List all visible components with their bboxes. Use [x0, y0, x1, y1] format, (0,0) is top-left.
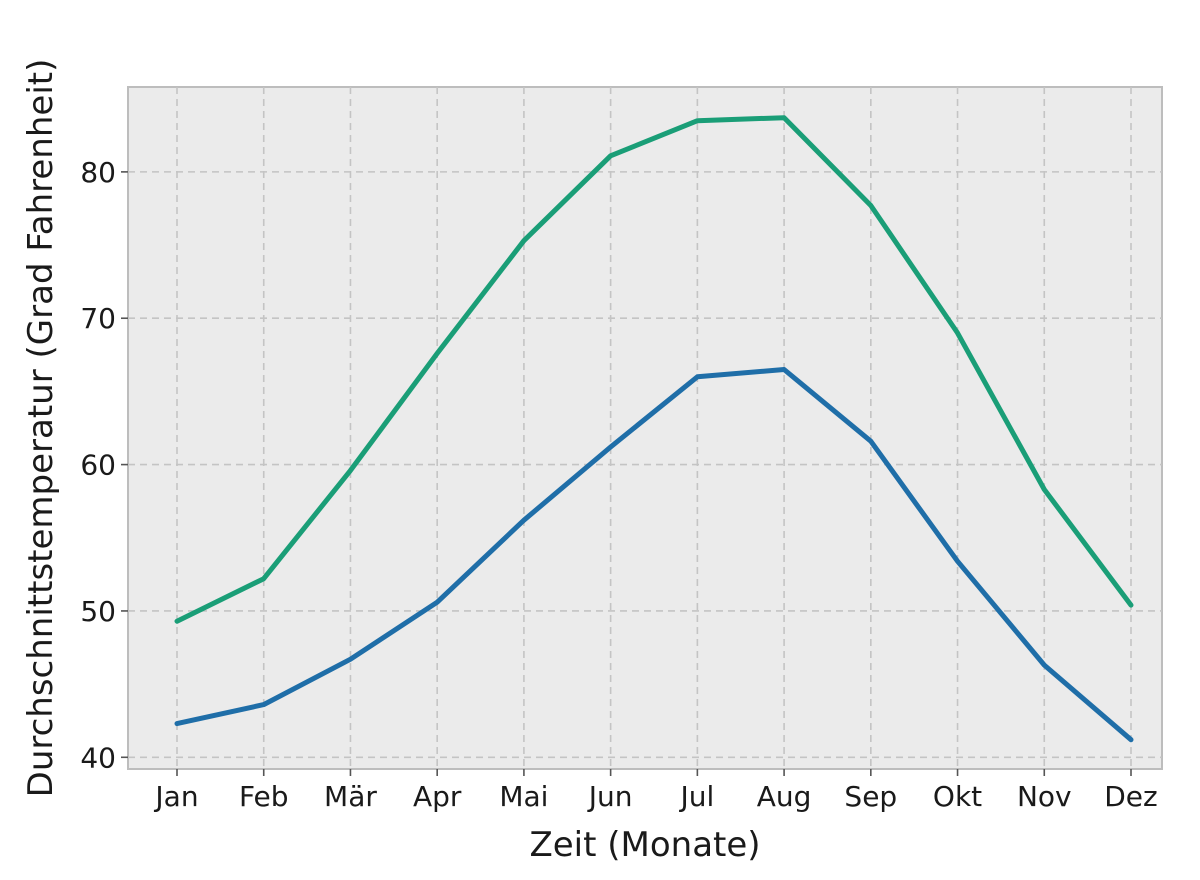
y-tick-label: 50	[80, 595, 116, 628]
y-tick-label: 60	[80, 449, 116, 482]
x-tick-label: Jul	[678, 780, 714, 813]
x-tick-label: Dez	[1104, 780, 1157, 813]
x-tick-label: Aug	[757, 780, 812, 813]
series-line-1	[174, 115, 1134, 624]
x-tick-label: Sep	[844, 780, 897, 813]
x-tick-label: Nov	[1017, 780, 1072, 813]
x-tick-label: Jan	[153, 780, 198, 813]
plot-area	[127, 86, 1163, 770]
series-group	[174, 115, 1134, 743]
y-tick-label: 80	[80, 156, 116, 189]
x-tick-label: Okt	[933, 780, 982, 813]
x-axis-label: Zeit (Monate)	[529, 825, 760, 865]
x-tick-label: Feb	[239, 780, 289, 813]
series-line-2	[174, 367, 1134, 743]
axis-ticks: Jan Feb Mär Apr Mai Jun Jul Aug Sep Okt Nov Dez 40 50…	[80, 156, 1157, 813]
x-tick-label: Apr	[413, 780, 462, 813]
x-tick-label: Mär	[324, 780, 377, 813]
grid	[128, 87, 1162, 769]
x-tick-label: Jun	[587, 780, 633, 813]
x-tick-label: Mai	[499, 780, 548, 813]
y-axis-label: Durchschnittstemperatur (Grad Fahrenheit…	[21, 59, 61, 798]
y-tick-label: 70	[80, 302, 116, 335]
y-tick-label: 40	[80, 741, 116, 774]
